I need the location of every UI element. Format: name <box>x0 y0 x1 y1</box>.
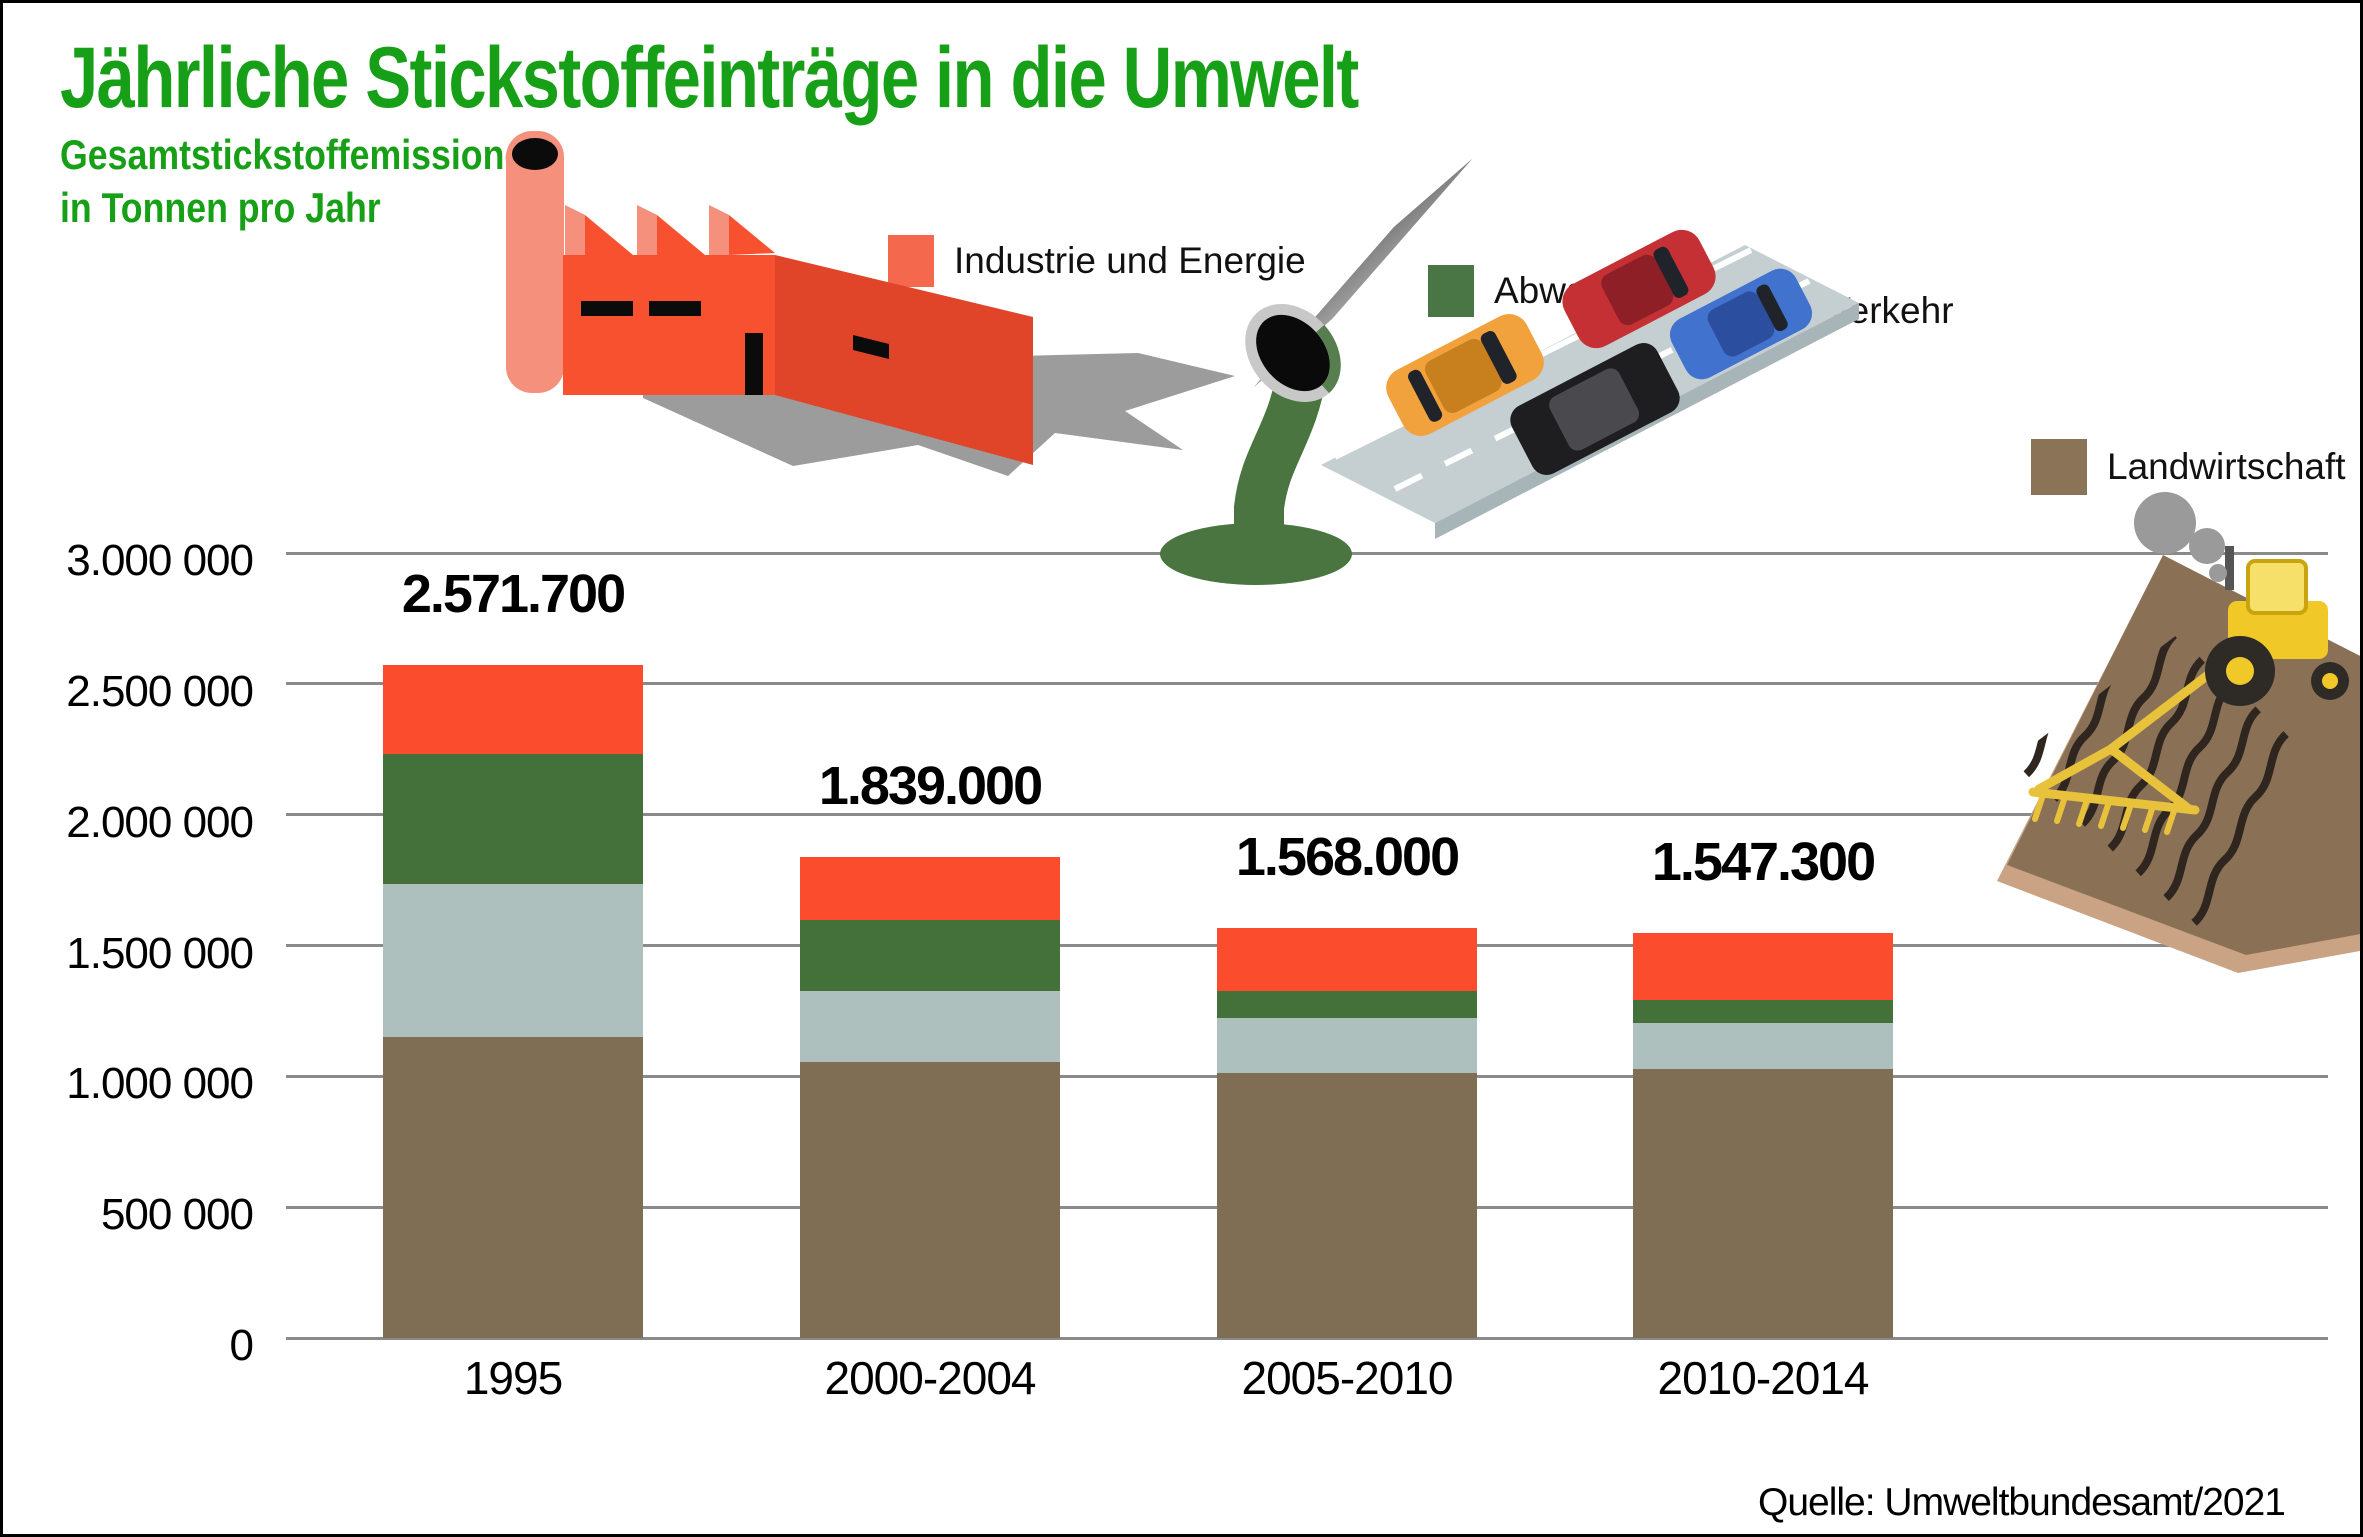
bar-total-label: 1.839.000 <box>818 755 1043 816</box>
smoke-puffs <box>2134 492 2227 582</box>
bar-total-label: 1.547.300 <box>1651 832 1876 893</box>
bar-segment-industrie-und-energie <box>1633 933 1893 1000</box>
bar-segment-verkehr <box>1633 1022 1893 1069</box>
bar-segment-verkehr <box>383 884 643 1037</box>
blue-car-icon <box>1669 268 1813 380</box>
wastewater-pipe-icon <box>1160 159 1472 585</box>
red-car-icon <box>1562 229 1716 349</box>
bar-segment-industrie-und-energie <box>383 665 643 755</box>
bar-segment-verkehr <box>1217 1017 1477 1073</box>
bar-segment-landwirtschaft <box>383 1036 643 1338</box>
bar-segment-verkehr <box>800 991 1060 1062</box>
bar-segment-abwasser <box>1217 990 1477 1018</box>
road-cars-icon <box>1321 229 1859 539</box>
gridline <box>286 1336 2328 1340</box>
bar-segment-industrie-und-energie <box>1217 927 1477 991</box>
factory-icon <box>506 131 1235 476</box>
bar-segment-landwirtschaft <box>1633 1069 1893 1338</box>
gridline <box>286 813 2328 817</box>
legend-item-landwirtschaft: Landwirtschaft <box>2031 439 2346 495</box>
bar-segment-landwirtschaft <box>800 1061 1060 1338</box>
bar-total-label: 1.568.000 <box>1235 826 1460 887</box>
subtitle-line-1: Gesamtstickstoffemissionen <box>60 131 547 178</box>
tractor <box>2205 546 2349 706</box>
x-axis-label: 2005-2010 <box>1241 1352 1454 1404</box>
page-title: Jährliche Stickstoffeinträge in die Umwe… <box>60 30 1359 126</box>
y-axis-tick-label: 3.000 000 <box>66 536 254 585</box>
legend-label: Landwirtschaft <box>2107 446 2346 487</box>
x-axis-label: 2000-2004 <box>824 1352 1037 1404</box>
harrow <box>2028 660 2226 835</box>
bar-segment-landwirtschaft <box>1217 1072 1477 1338</box>
x-axis-label: 2010-2014 <box>1657 1352 1870 1404</box>
x-axis-label: 1995 <box>463 1352 563 1404</box>
y-axis-tick-label: 1.500 000 <box>66 928 254 978</box>
chart-subtitle: Gesamtstickstoffemissionen in Tonnen pro… <box>60 129 546 235</box>
gridline <box>286 682 2328 686</box>
subtitle-line-2: in Tonnen pro Jahr <box>60 183 381 231</box>
black-suv-icon <box>1510 343 1680 475</box>
bar-total-label: 2.571.700 <box>401 564 626 625</box>
orange-car-icon <box>1386 314 1544 436</box>
legend-item-industrie: Industrie und Energie <box>888 235 1306 287</box>
y-axis-tick-label: 0 <box>229 1321 254 1370</box>
legend-label: Industrie und Energie <box>954 240 1306 281</box>
bar-segment-abwasser <box>800 919 1060 992</box>
landwirtschaft-swatch <box>2031 439 2087 495</box>
bar-segment-industrie-und-energie <box>800 856 1060 920</box>
source-credit: Quelle: Umweltbundesamt/2021 <box>1758 1481 2286 1524</box>
y-axis-tick-label: 500 000 <box>100 1190 254 1240</box>
abwasser-swatch <box>1428 265 1474 317</box>
bar-segment-abwasser <box>1633 999 1893 1023</box>
y-axis-tick-label: 2.000 000 <box>66 797 254 847</box>
bar-segment-abwasser <box>383 754 643 885</box>
y-axis-tick-label: 1.000 000 <box>66 1059 254 1109</box>
industrie-swatch <box>888 235 934 287</box>
tractor-field-icon <box>1997 492 2360 973</box>
y-axis-tick-label: 2.500 000 <box>66 666 254 716</box>
